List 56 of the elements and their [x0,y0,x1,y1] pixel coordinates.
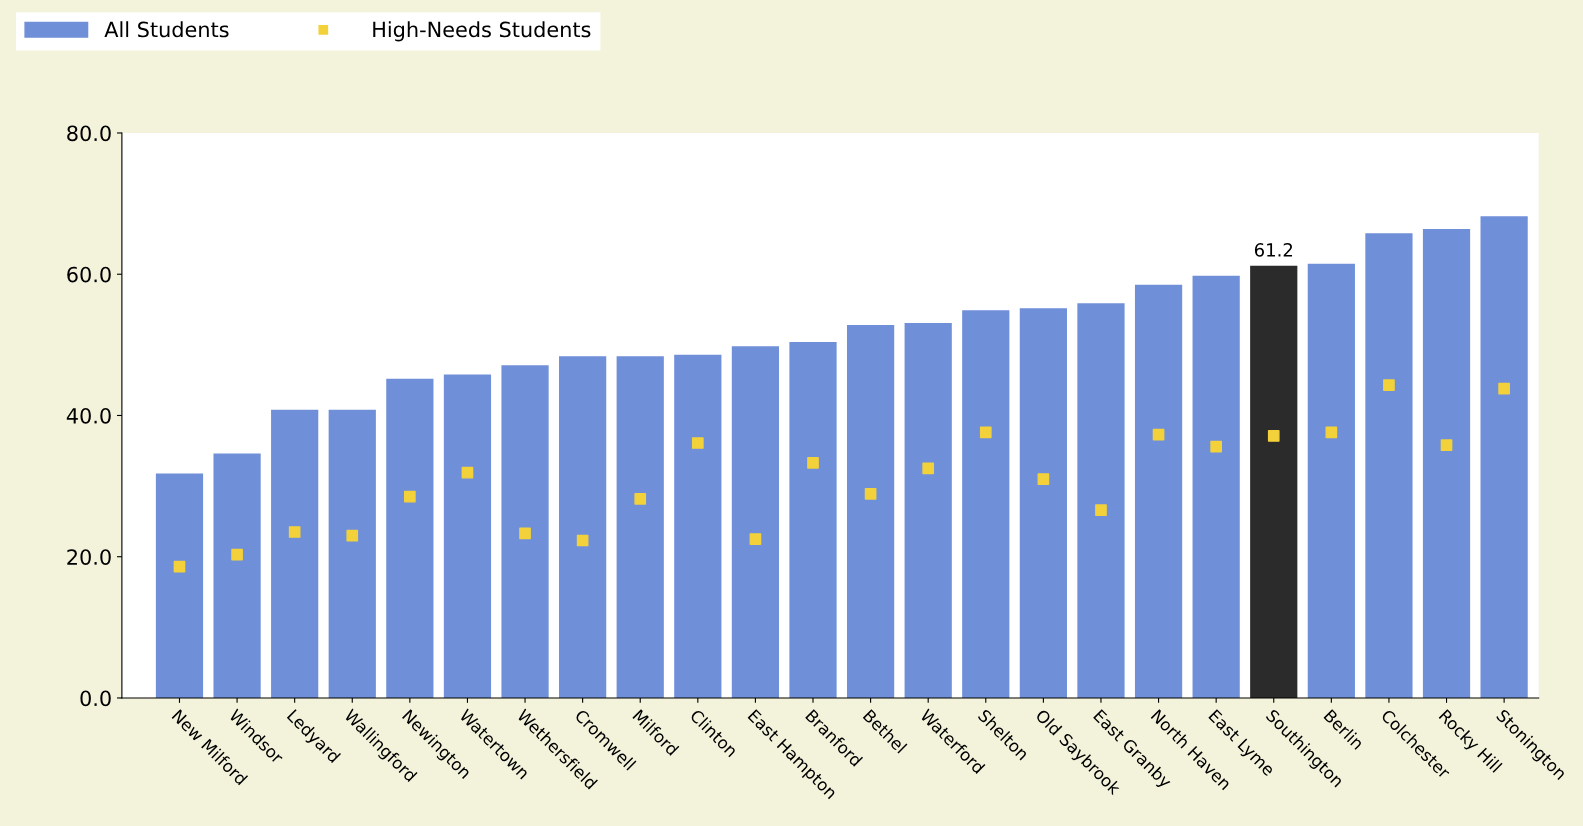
bar [443,374,492,698]
bar [1192,275,1240,698]
point [1325,426,1338,439]
point [173,560,186,573]
bar [1365,233,1413,698]
bar [1134,284,1183,698]
point [231,548,243,561]
bar [846,325,895,698]
point [634,492,647,505]
bar [616,356,664,698]
point [576,534,589,547]
bar [789,342,837,698]
legend-label: All Students [104,21,229,38]
bar [1250,265,1298,698]
bar [386,378,434,698]
point [749,533,762,545]
text: 40.0 [66,407,111,424]
point [864,488,877,500]
bar [559,356,607,698]
point [288,526,301,538]
text: 80.0 [67,125,111,142]
bar [674,354,722,698]
bar [1480,216,1528,698]
point [1267,430,1280,442]
point [346,529,359,542]
bar [213,453,261,698]
legend-label: High-Needs Students [373,21,591,42]
bar [962,310,1010,698]
bar [271,409,319,698]
point [1440,439,1453,451]
point [922,462,935,475]
text: 20.0 [67,549,111,565]
point [461,466,474,479]
point [979,426,992,439]
bar [1307,263,1355,698]
bar [328,409,376,698]
point [519,527,531,540]
point [1095,504,1107,516]
text: 60.0 [67,266,111,283]
bar [501,365,549,698]
point [691,437,704,449]
bar [731,346,780,698]
data-label: 61.2 [1254,243,1293,257]
bar [1077,303,1125,698]
point [1210,440,1223,453]
point [807,456,819,469]
point [1383,379,1395,391]
point [1152,428,1165,441]
bar [1422,229,1471,698]
point [1498,382,1510,395]
point [1037,473,1050,485]
text: 0.0 [80,690,111,707]
bar [904,322,952,698]
bar [155,473,204,698]
point [404,490,416,503]
bar [1019,308,1067,698]
